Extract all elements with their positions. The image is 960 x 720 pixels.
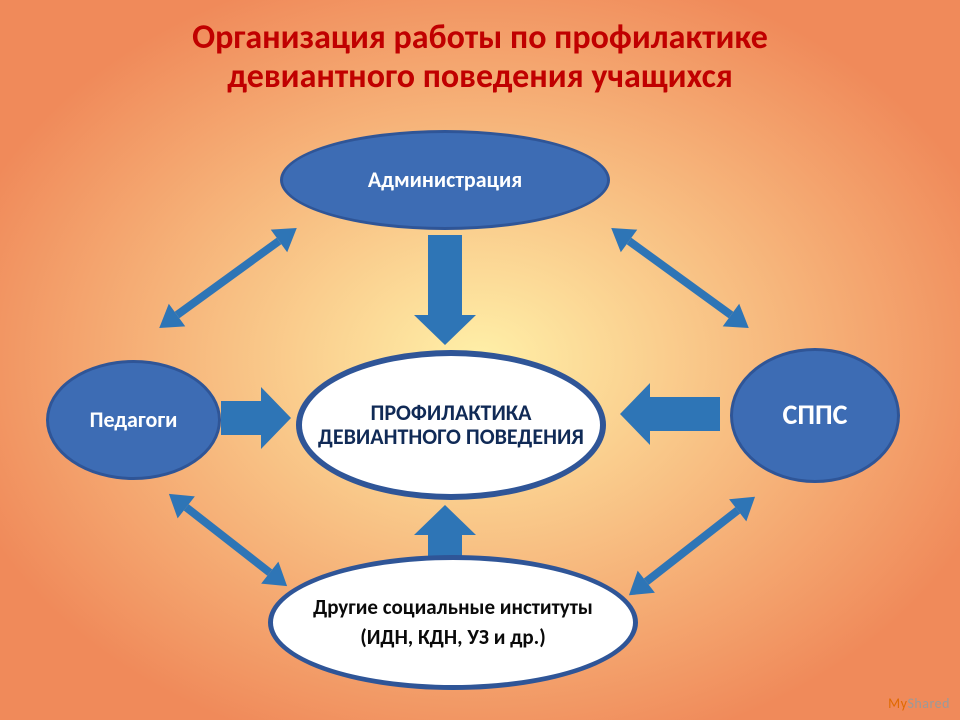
bi-arrow-top-left: [151, 217, 305, 340]
bi-arrow-bottom-right: [620, 486, 763, 607]
slide: Организация работы по профилактике девиа…: [0, 0, 960, 720]
node-other-line1: Другие социальные институты: [313, 596, 593, 619]
watermark-suffix: Shared: [907, 695, 950, 712]
node-spps: СППС: [730, 348, 900, 483]
block-arrow-from-top: [414, 235, 476, 345]
node-center-prevention: ПРОФИЛАКТИКА ДЕВИАНТНОГО ПОВЕДЕНИЯ: [296, 350, 606, 500]
node-administration-label: Администрация: [368, 168, 522, 192]
block-arrow-from-right: [620, 383, 720, 445]
node-teachers-label: Педагоги: [90, 408, 178, 432]
block-arrow-from-left: [221, 387, 291, 449]
node-administration: Администрация: [280, 130, 610, 230]
node-other-institutions-text: Другие социальные институты (ИДН, КДН, У…: [313, 596, 593, 648]
title-line1: Организация работы по профилактике: [192, 17, 768, 58]
watermark: MyShared: [888, 695, 950, 712]
title-line2: девиантного поведения учащихся: [227, 56, 733, 97]
node-other-institutions: Другие социальные институты (ИДН, КДН, У…: [268, 555, 638, 690]
node-center-label: ПРОФИЛАКТИКА ДЕВИАНТНОГО ПОВЕДЕНИЯ: [316, 401, 586, 449]
bi-arrow-top-right: [603, 217, 757, 340]
node-teachers: Педагоги: [46, 360, 221, 480]
watermark-prefix: My: [888, 695, 907, 712]
bi-arrow-bottom-left: [160, 483, 295, 597]
node-other-line2: (ИДН, КДН, УЗ и др.): [313, 626, 593, 649]
slide-title: Организация работы по профилактике девиа…: [0, 18, 960, 96]
node-spps-label: СППС: [783, 400, 848, 431]
